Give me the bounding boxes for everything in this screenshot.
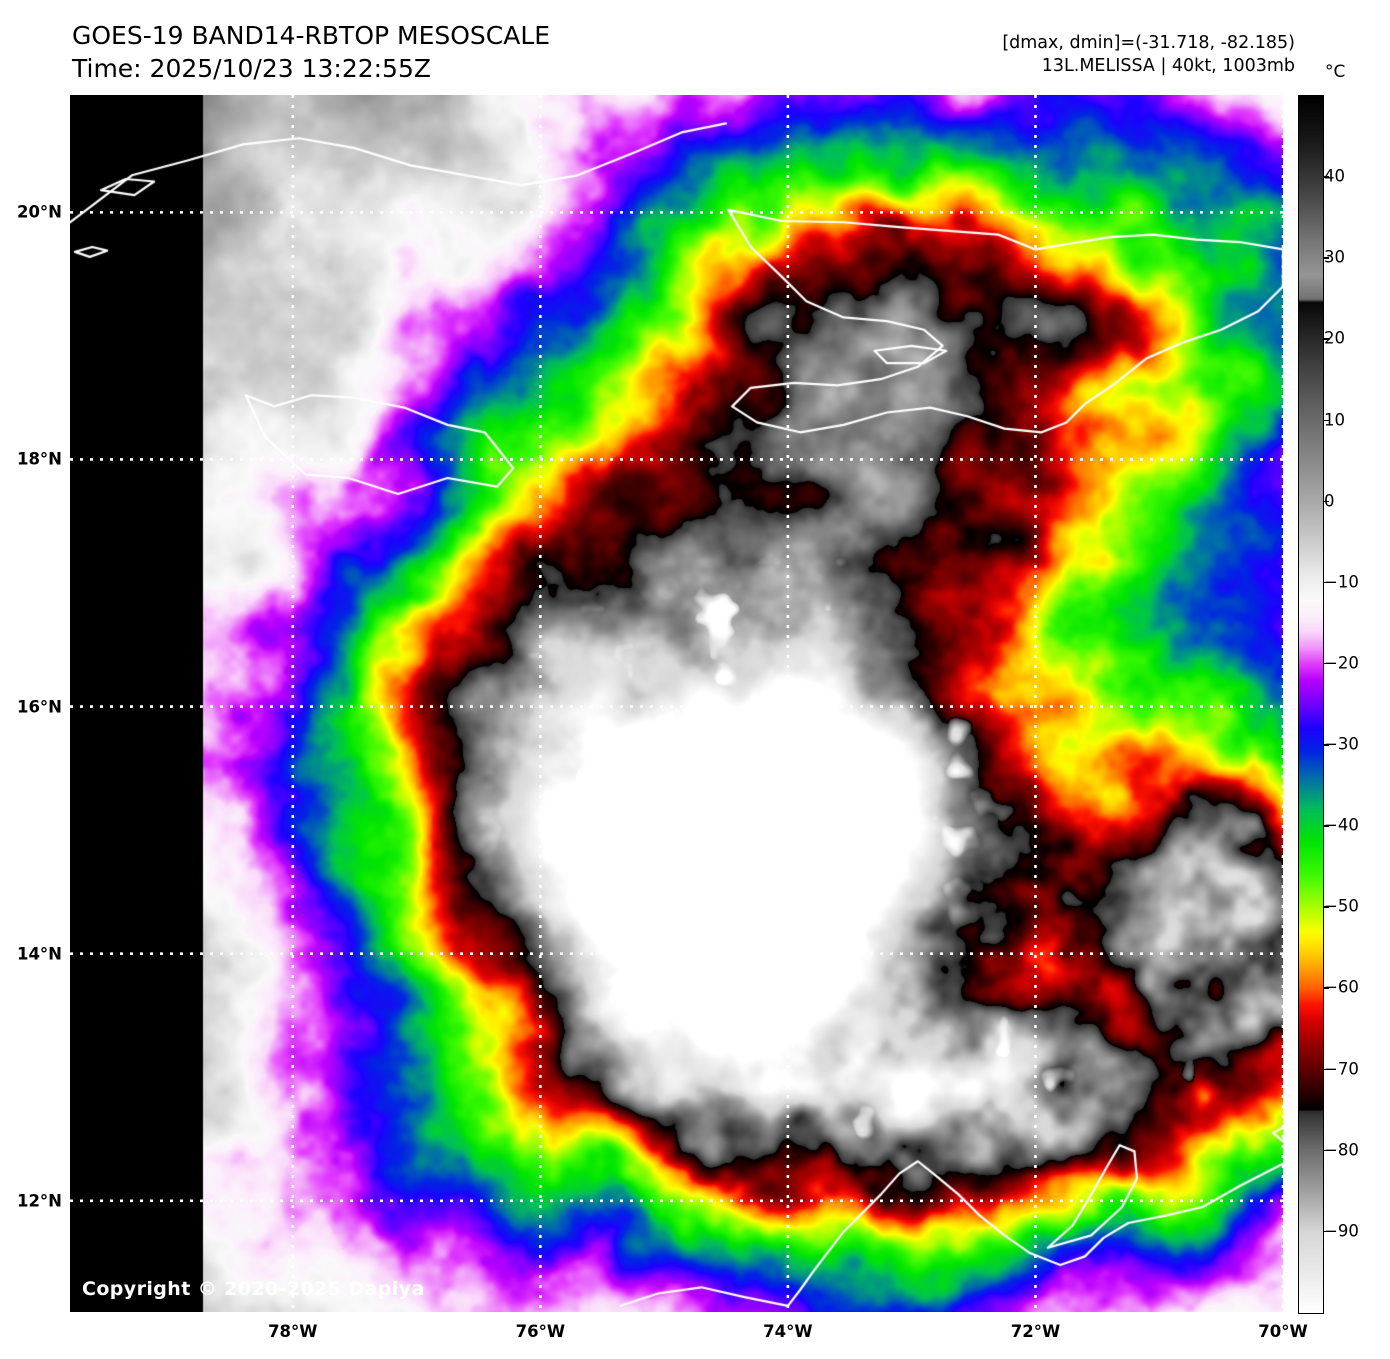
colorbar-tickmark-11 [1323,1068,1329,1071]
colorbar-tickmark-4 [1323,500,1329,503]
colorbar-unit-label: °C [1325,62,1346,82]
ytick-2: 16°N [16,697,62,717]
ytick-3: 14°N [16,944,62,964]
copyright-notice: Copyright © 2020-2025 Dapiya [82,1278,425,1300]
xtick-4: 70°W [1258,1322,1308,1341]
colorbar-tick-8: −40 [1324,815,1359,835]
colorbar-tickmark-10 [1323,987,1329,989]
page-title: GOES-19 BAND14-RBTOP MESOSCALE [72,21,551,50]
colorbar-tick-2: 20 [1324,328,1345,348]
timestamp-line: Time: 2025/10/23 13:22:55Z [72,53,431,83]
colorbar-tick-13: −90 [1324,1221,1359,1241]
ytick-0: 20°N [16,202,62,222]
colorbar-tickmark-6 [1323,662,1329,665]
colorbar-tick-7: −30 [1324,734,1359,754]
colorbar-tick-9: −50 [1324,896,1359,916]
ytick-4: 12°N [16,1191,62,1211]
colorbar-tick-5: −10 [1324,572,1359,592]
colorbar-tick-3: 10 [1324,410,1345,430]
colorbar [1298,95,1324,1314]
figure-title-block: GOES-19 BAND14-RBTOP MESOSCALE Time: 202… [72,20,550,85]
colorbar-tickmark-7 [1323,744,1329,746]
colorbar-tickmark-9 [1323,906,1329,908]
colorbar-tick-12: −80 [1324,1140,1359,1160]
colorbar-tickmark-5 [1323,581,1329,584]
colorbar-tickmark-0 [1323,176,1329,178]
xtick-0: 78°W [268,1322,318,1341]
xtick-3: 72°W [1010,1322,1061,1341]
colorbar-tickmark-2 [1323,338,1329,340]
colorbar-tick-1: 30 [1324,247,1345,267]
dminmax-line: [dmax, dmin]=(-31.718, -82.185) [1002,33,1295,53]
colorbar-tick-10: −60 [1324,977,1359,997]
colorbar-tick-6: −20 [1324,653,1359,673]
colorbar-tick-11: −70 [1324,1059,1359,1079]
colorbar-tickmark-8 [1323,825,1329,827]
satellite-imagery-canvas [70,95,1283,1312]
storm-info-line: 13L.MELISSA | 40kt, 1003mb [1041,55,1295,76]
colorbar-tickmark-3 [1323,419,1329,422]
ytick-1: 18°N [16,449,62,469]
map-plot-area[interactable]: Copyright © 2020-2025 Dapiya [70,95,1283,1312]
colorbar-tick-0: 40 [1324,166,1345,186]
colorbar-tick-4: 0 [1324,491,1335,511]
xtick-2: 74°W [763,1322,813,1341]
metadata-block: [dmax, dmin]=(-31.718, -82.185) 13L.MELI… [1002,32,1295,78]
colorbar-tickmark-1 [1323,257,1329,259]
lat-lon-gridlines [70,95,1283,1312]
xtick-1: 76°W [515,1322,566,1341]
colorbar-gradient [1299,96,1323,1313]
colorbar-tickmark-13 [1323,1230,1329,1233]
colorbar-tickmark-12 [1323,1149,1329,1152]
